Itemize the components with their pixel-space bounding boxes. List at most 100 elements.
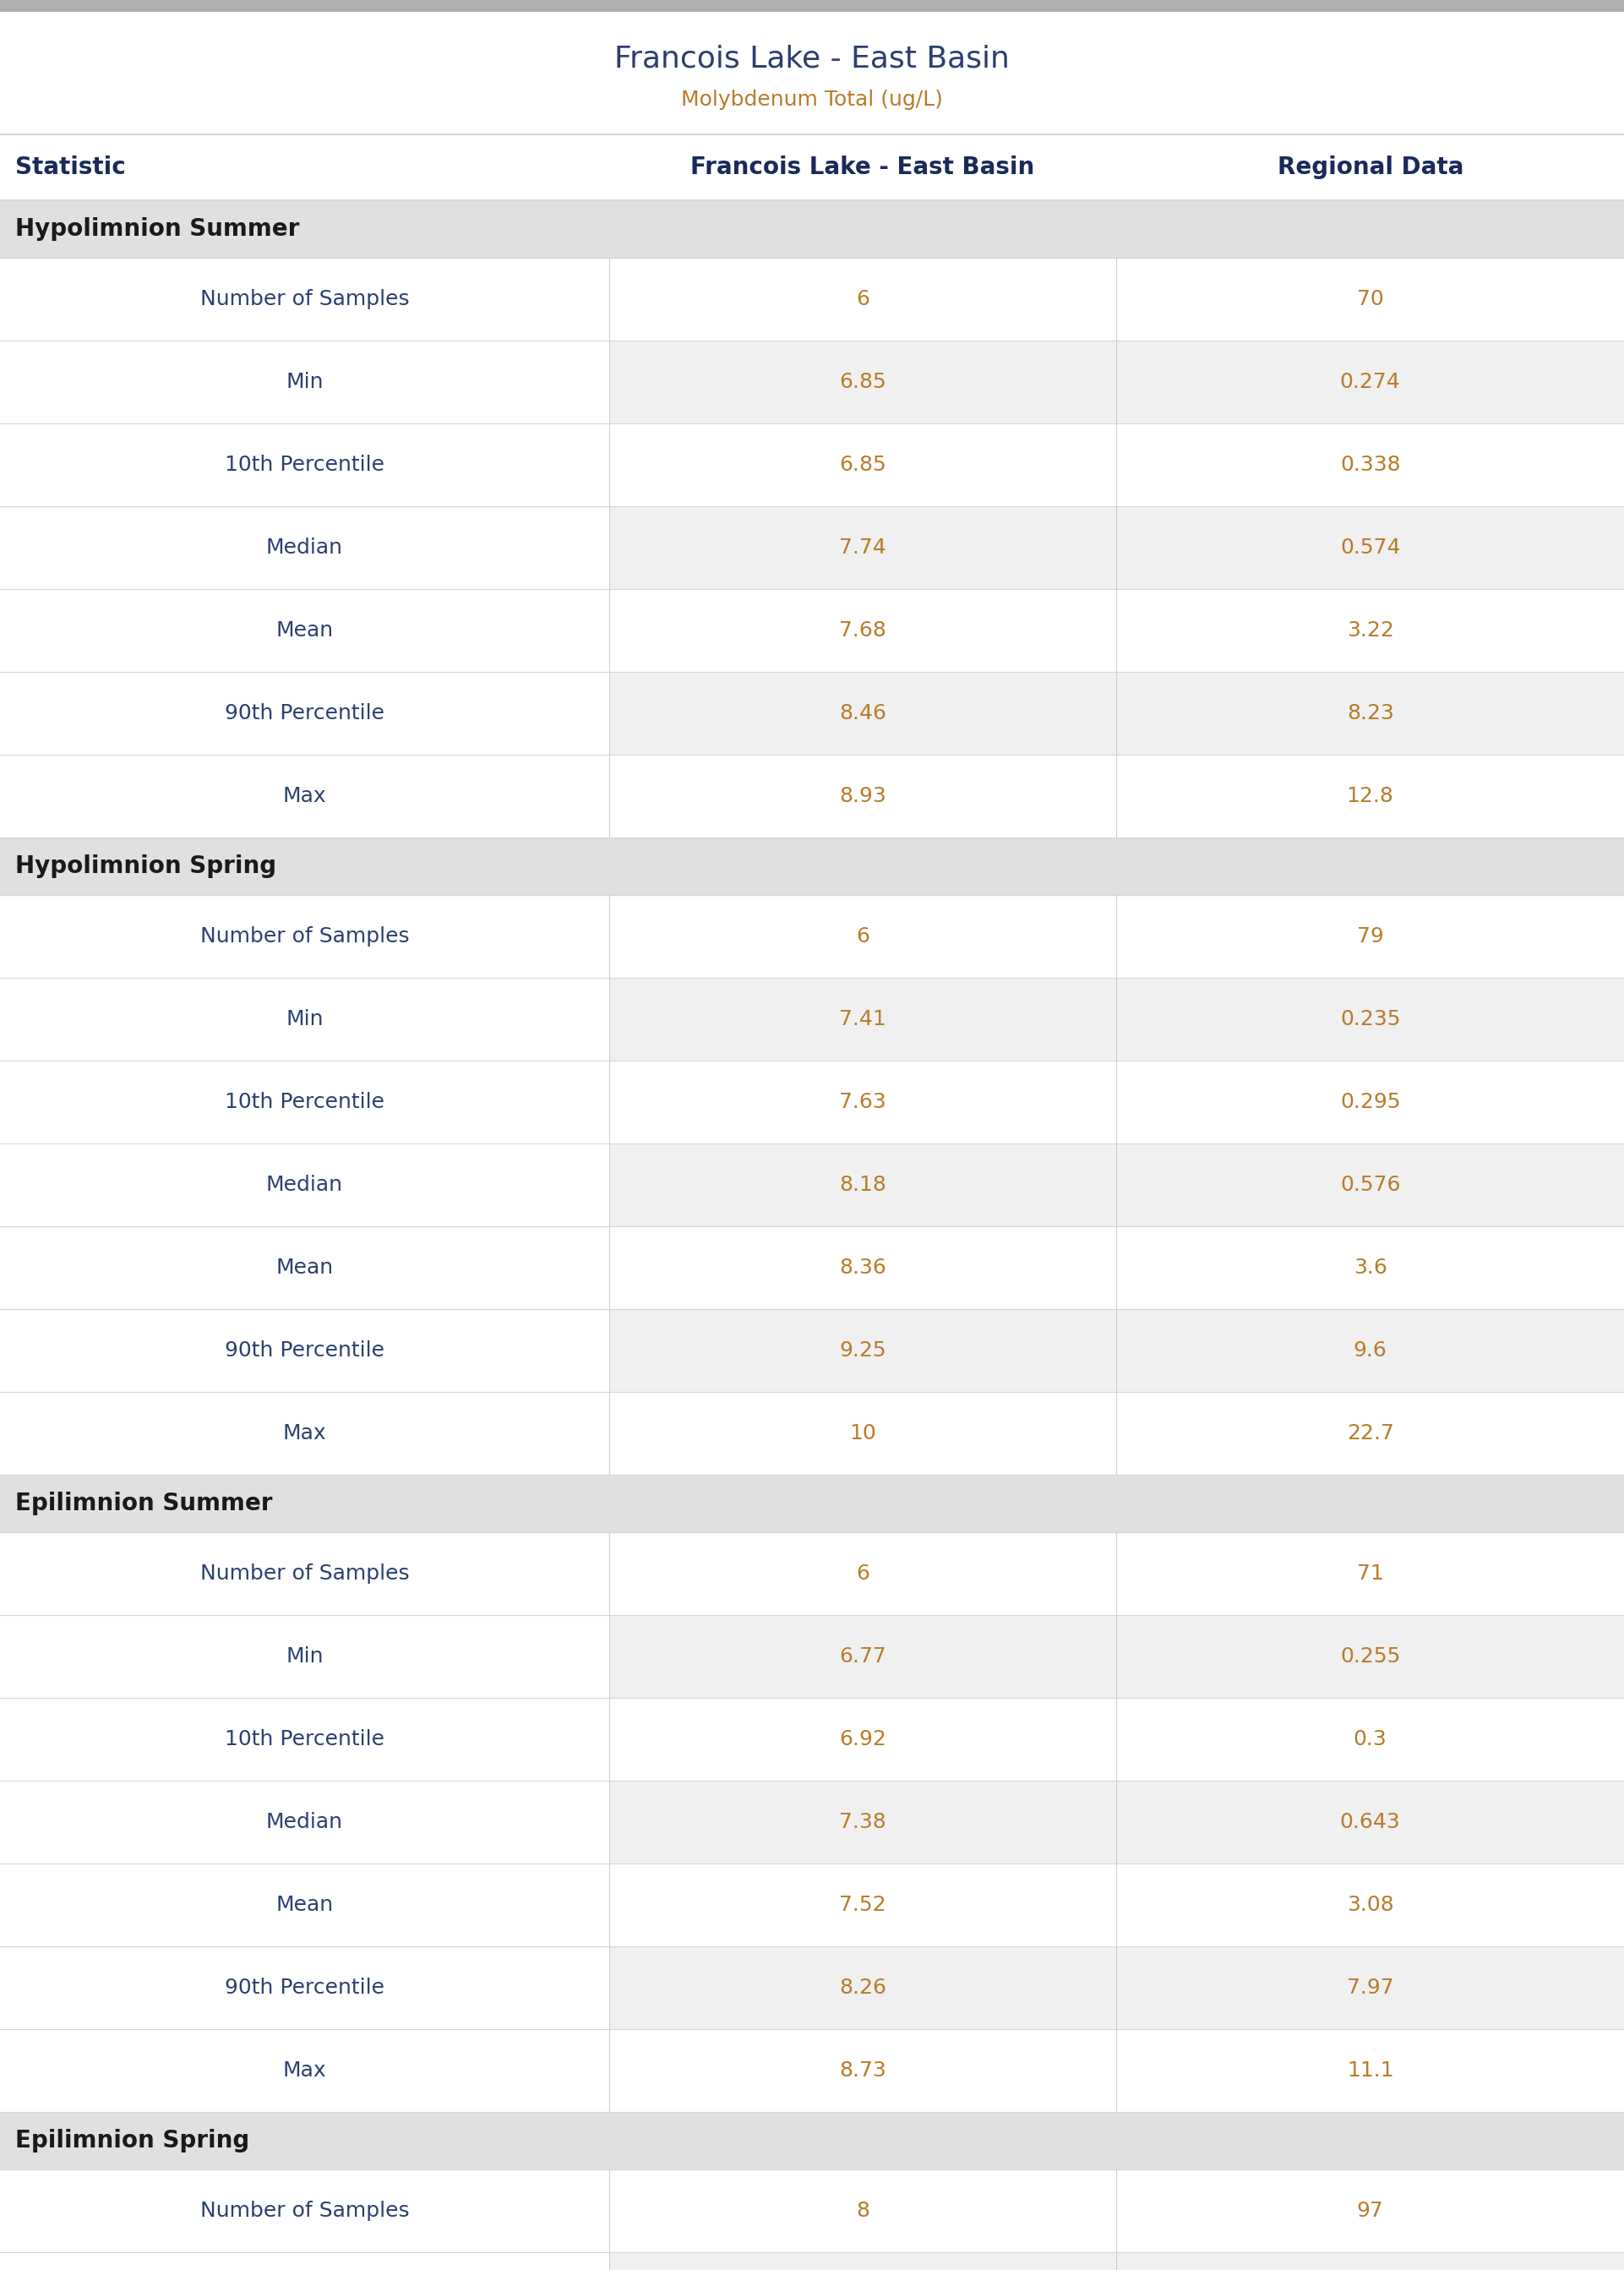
Bar <box>0 1226 609 1310</box>
Text: 6: 6 <box>856 288 869 309</box>
Text: 8.73: 8.73 <box>840 2061 887 2082</box>
Text: 7.97: 7.97 <box>1346 1977 1393 1998</box>
Bar <box>609 2252 1624 2270</box>
Text: 90th Percentile: 90th Percentile <box>224 704 385 724</box>
Bar <box>609 1945 1624 2029</box>
Text: Max: Max <box>283 1423 326 1444</box>
Text: 0.255: 0.255 <box>1340 1646 1400 1666</box>
Bar <box>0 11 1624 134</box>
Text: Francois Lake - East Basin: Francois Lake - East Basin <box>690 157 1034 179</box>
Bar <box>609 1780 1624 1864</box>
Bar <box>0 1945 609 2029</box>
Bar <box>0 200 1624 259</box>
Bar <box>609 588 1624 672</box>
Text: 0.3: 0.3 <box>1353 1730 1387 1750</box>
Bar <box>0 1392 609 1476</box>
Text: 11.1: 11.1 <box>1346 2061 1393 2082</box>
Text: Min: Min <box>286 372 323 393</box>
Text: Statistic: Statistic <box>15 157 125 179</box>
Text: Median: Median <box>266 1174 343 1194</box>
Text: 0.576: 0.576 <box>1340 1174 1400 1194</box>
Text: 9.6: 9.6 <box>1353 1339 1387 1360</box>
Bar <box>0 0 1624 11</box>
Text: Number of Samples: Number of Samples <box>200 288 409 309</box>
Text: 6.85: 6.85 <box>840 454 887 474</box>
Text: Min: Min <box>286 1010 323 1028</box>
Bar <box>609 1614 1624 1698</box>
Text: 10th Percentile: 10th Percentile <box>224 1092 385 1112</box>
Bar <box>0 978 609 1060</box>
Bar <box>609 1698 1624 1780</box>
Text: 10th Percentile: 10th Percentile <box>224 1730 385 1750</box>
Text: 0.295: 0.295 <box>1340 1092 1400 1112</box>
Bar <box>609 1532 1624 1614</box>
Text: Molybdenum Total (ug/L): Molybdenum Total (ug/L) <box>680 91 944 111</box>
Text: 6.77: 6.77 <box>840 1646 887 1666</box>
Text: Median: Median <box>266 1811 343 1832</box>
Text: 9.25: 9.25 <box>840 1339 887 1360</box>
Bar <box>609 754 1624 838</box>
Text: Number of Samples: Number of Samples <box>200 2200 409 2220</box>
Bar <box>0 1144 609 1226</box>
Bar <box>0 340 609 424</box>
Bar <box>0 1532 609 1614</box>
Text: 8.23: 8.23 <box>1346 704 1393 724</box>
Bar <box>609 2170 1624 2252</box>
Text: 71: 71 <box>1356 1564 1384 1584</box>
Bar <box>0 259 609 340</box>
Text: 12.8: 12.8 <box>1346 785 1393 806</box>
Text: Median: Median <box>266 538 343 558</box>
Bar <box>609 1310 1624 1392</box>
Text: Regional Data: Regional Data <box>1276 157 1463 179</box>
Text: 6: 6 <box>856 1564 869 1584</box>
Text: Max: Max <box>283 2061 326 2082</box>
Text: Francois Lake - East Basin: Francois Lake - East Basin <box>614 43 1010 73</box>
Text: 0.274: 0.274 <box>1340 372 1400 393</box>
Text: Min: Min <box>286 1646 323 1666</box>
Text: Number of Samples: Number of Samples <box>200 926 409 947</box>
Bar <box>609 340 1624 424</box>
Bar <box>0 672 609 754</box>
Bar <box>0 1310 609 1392</box>
Text: 8.36: 8.36 <box>840 1258 887 1278</box>
Text: 90th Percentile: 90th Percentile <box>224 1339 385 1360</box>
Bar <box>609 424 1624 506</box>
Text: 10th Percentile: 10th Percentile <box>224 454 385 474</box>
Text: Mean: Mean <box>276 1895 333 1916</box>
Text: 70: 70 <box>1356 288 1384 309</box>
Bar <box>0 1060 609 1144</box>
Bar <box>0 1476 1624 1532</box>
Bar <box>0 754 609 838</box>
Bar <box>0 2170 609 2252</box>
Text: 7.52: 7.52 <box>840 1895 887 1916</box>
Bar <box>0 1698 609 1780</box>
Bar <box>609 259 1624 340</box>
Text: 6.85: 6.85 <box>840 372 887 393</box>
Text: 0.574: 0.574 <box>1340 538 1400 558</box>
Text: Hypolimnion Summer: Hypolimnion Summer <box>15 218 299 241</box>
Bar <box>0 424 609 506</box>
Text: Hypolimnion Spring: Hypolimnion Spring <box>15 854 276 878</box>
Text: 0.235: 0.235 <box>1340 1010 1400 1028</box>
Text: 7.63: 7.63 <box>840 1092 887 1112</box>
Bar <box>0 134 1624 200</box>
Text: 8: 8 <box>856 2200 869 2220</box>
Bar <box>609 1864 1624 1945</box>
Text: Mean: Mean <box>276 1258 333 1278</box>
Text: 6.92: 6.92 <box>840 1730 887 1750</box>
Text: 3.08: 3.08 <box>1346 1895 1393 1916</box>
Bar <box>609 1060 1624 1144</box>
Text: 8.46: 8.46 <box>840 704 887 724</box>
Text: 7.38: 7.38 <box>840 1811 887 1832</box>
Bar <box>609 1226 1624 1310</box>
Text: Mean: Mean <box>276 620 333 640</box>
Text: 3.22: 3.22 <box>1346 620 1393 640</box>
Text: 3.6: 3.6 <box>1353 1258 1387 1278</box>
Bar <box>609 672 1624 754</box>
Bar <box>0 506 609 588</box>
Text: 10: 10 <box>849 1423 877 1444</box>
Text: Number of Samples: Number of Samples <box>200 1564 409 1584</box>
Bar <box>0 1864 609 1945</box>
Bar <box>609 1144 1624 1226</box>
Bar <box>0 588 609 672</box>
